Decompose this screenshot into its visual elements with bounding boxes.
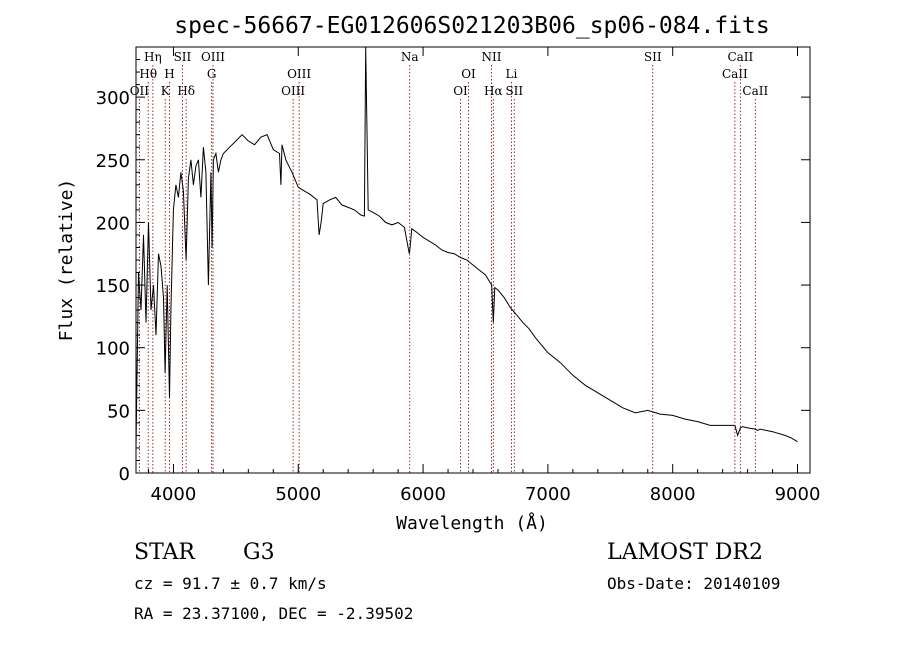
line-label-16: Li (506, 67, 518, 81)
line-label-10: OIII (287, 67, 311, 81)
y-tick-label-0: 0 (119, 464, 130, 485)
x-tick-label-9000: 9000 (775, 484, 821, 505)
line-label-19: CaII (722, 67, 748, 81)
x-axis-label: Wavelength (Å) (396, 512, 548, 534)
y-tick-label-50: 50 (107, 401, 130, 422)
y-tick-label-300: 300 (96, 88, 130, 109)
coordinates: RA = 23.37100, DEC = -2.39502 (134, 604, 414, 623)
chart-title: spec-56667-EG012606S021203B06_sp06-084.f… (174, 13, 769, 39)
plot-frame (135, 46, 811, 474)
line-label-1: Hθ (139, 67, 157, 81)
y-tick-label-100: 100 (96, 339, 130, 360)
y-tick-label-200: 200 (96, 213, 130, 234)
axes: 4000 5000 6000 7000 8000 9000 0 50 100 150 200 250 3… (96, 46, 821, 505)
spectral-line-markers: OIIHθHηKHSIIHδOIIIGOIIIOIIINaOIOINIIHαLi… (130, 50, 768, 473)
line-label-6: Hδ (177, 84, 195, 98)
line-label-21: CaII (742, 84, 768, 98)
object-subclass: G3 (243, 540, 275, 565)
line-label-12: OI (453, 84, 468, 98)
y-axis-label: Flux (relative) (56, 179, 77, 342)
line-label-20: CaII (727, 50, 753, 64)
line-label-5: SII (174, 50, 192, 64)
line-label-15: Hα (484, 84, 503, 98)
redshift-readout: cz = 91.7 ± 0.7 km/s (134, 574, 327, 593)
survey-name: LAMOST DR2 (607, 540, 763, 565)
line-label-4: H (164, 67, 174, 81)
line-label-7: OIII (201, 50, 225, 64)
spectrum-line (135, 46, 798, 448)
line-label-3: K (161, 84, 171, 98)
line-label-8: G (207, 67, 217, 81)
y-tick-label-250: 250 (96, 151, 130, 172)
y-tick-label-150: 150 (96, 276, 130, 297)
line-label-2: Hη (144, 50, 162, 64)
line-label-0: OII (130, 84, 150, 98)
x-tick-label-6000: 6000 (400, 484, 446, 505)
x-tick-label-8000: 8000 (650, 484, 696, 505)
line-label-18: SII (644, 50, 662, 64)
line-label-13: OI (461, 67, 476, 81)
line-label-17: SII (505, 84, 523, 98)
object-class: STAR (134, 540, 195, 565)
line-label-9: OIII (281, 84, 305, 98)
x-tick-label-5000: 5000 (275, 484, 321, 505)
obs-date: Obs-Date: 20140109 (607, 574, 781, 593)
x-tick-label-4000: 4000 (151, 484, 197, 505)
line-label-14: NII (481, 50, 501, 64)
line-label-11: Na (401, 50, 419, 64)
x-tick-label-7000: 7000 (525, 484, 571, 505)
